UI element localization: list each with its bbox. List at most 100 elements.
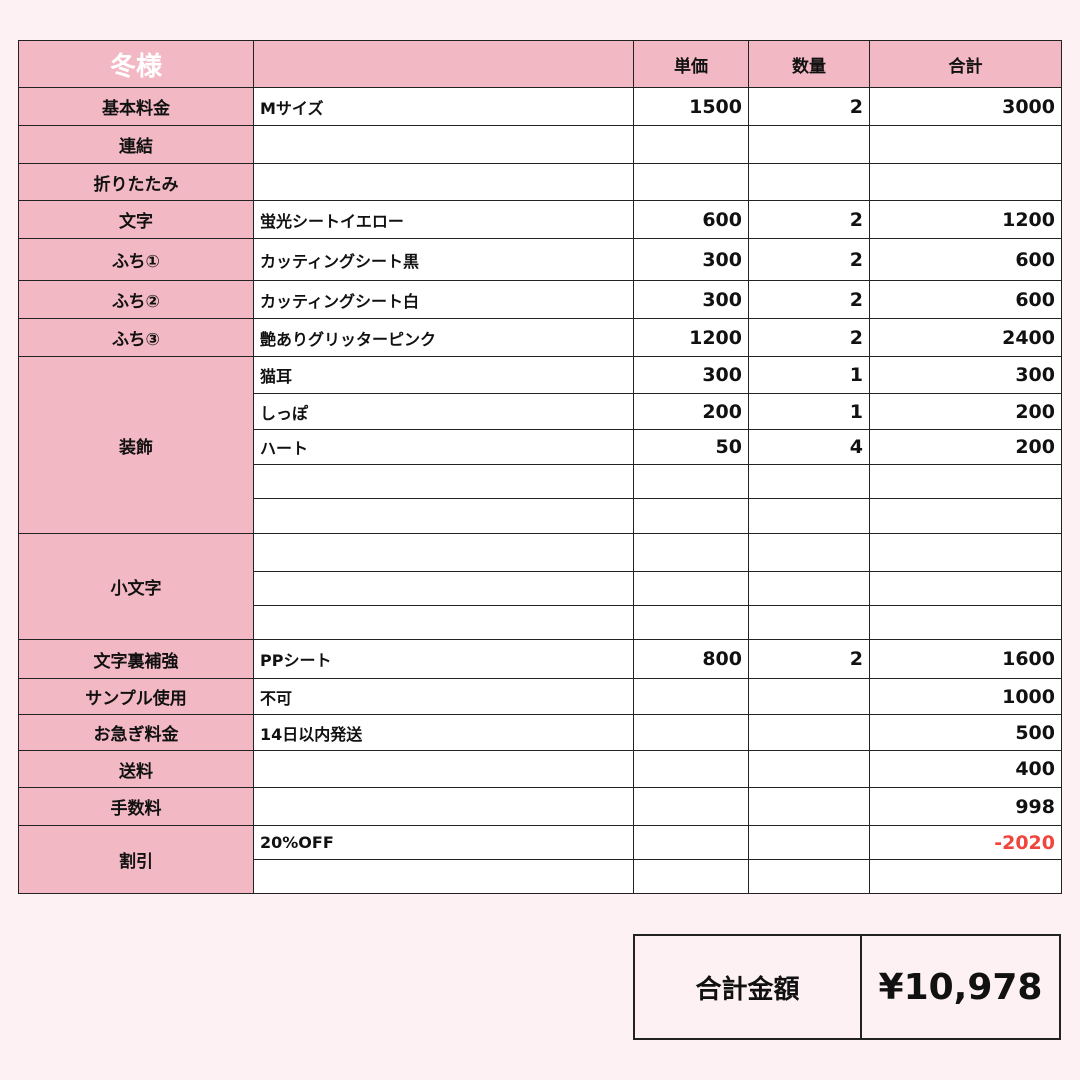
unit-price [633,464,749,499]
item-name: PPシート [253,639,634,679]
table-row [19,464,1062,499]
unit-price: 300 [633,356,749,394]
line-total: 1000 [869,678,1062,715]
row-label: 文字裏補強 [18,639,254,679]
quantity: 4 [748,429,870,465]
item-name [253,571,634,606]
line-total [869,571,1062,606]
header-unit-price: 単価 [633,40,749,88]
line-total: 1600 [869,639,1062,679]
unit-price [633,571,749,606]
row-label: サンプル使用 [18,678,254,715]
table-row: 送料 400 [18,750,1062,788]
item-name: 猫耳 [253,356,634,394]
unit-price [633,533,749,572]
line-total: 1200 [869,200,1062,239]
table-row: 折りたたみ [18,163,1062,201]
header-total: 合計 [869,40,1062,88]
unit-price: 200 [633,393,749,430]
table-row: お急ぎ料金 14日以内発送 500 [18,714,1062,751]
unit-price [633,859,749,894]
unit-price: 800 [633,639,749,679]
table-row: ふち② カッティングシート白 300 2 600 [18,280,1062,319]
table-row: 手数料 998 [18,787,1062,826]
quantity [748,533,870,572]
line-total: 998 [869,787,1062,826]
table-row: ふち③ 艶ありグリッターピンク 1200 2 2400 [18,318,1062,357]
table-row [19,571,1062,606]
quantity [748,787,870,826]
line-total [869,498,1062,534]
row-label: 手数料 [18,787,254,826]
line-total: 2400 [869,318,1062,357]
row-label: 送料 [18,750,254,788]
row-label: 装飾 [18,356,254,534]
row-label: 小文字 [18,533,254,640]
item-name: 14日以内発送 [253,714,634,751]
item-name [253,605,634,640]
line-total [869,533,1062,572]
item-name: カッティングシート白 [253,280,634,319]
unit-price [633,605,749,640]
line-total: 400 [869,750,1062,788]
header-row: 冬様 単価 数量 合計 [18,40,1062,88]
table-row: 連結 [18,125,1062,164]
line-total: 300 [869,356,1062,394]
grand-total-value: ¥10,978 [860,934,1061,1040]
table-row: サンプル使用 不可 1000 [18,678,1062,715]
unit-price [633,163,749,201]
row-label: 基本料金 [18,87,254,126]
customer-name: 冬様 [18,40,254,88]
quantity [748,714,870,751]
quantity [748,825,870,860]
item-name [253,464,634,499]
unit-price: 300 [633,238,749,281]
table-row [19,498,1062,534]
unit-price: 1500 [633,87,749,126]
row-label: 連結 [18,125,254,164]
line-total: 3000 [869,87,1062,126]
quantity: 1 [748,356,870,394]
item-name [253,859,634,894]
item-name: Mサイズ [253,87,634,126]
unit-price: 600 [633,200,749,239]
item-name: 20%OFF [253,825,634,860]
table-row: 割引 20%OFF -2020 [18,825,1062,894]
quantity: 2 [748,238,870,281]
table-row: 文字 蛍光シートイエロー 600 2 1200 [18,200,1062,239]
quantity [748,678,870,715]
row-label: ふち① [18,238,254,281]
table-row: ハート 50 4 200 [19,429,1062,465]
item-name: 艶ありグリッターピンク [253,318,634,357]
unit-price [633,825,749,860]
item-name [253,163,634,201]
row-label: 文字 [18,200,254,239]
line-total [869,859,1062,894]
item-name: 蛍光シートイエロー [253,200,634,239]
table-row: ふち① カッティングシート黒 300 2 600 [18,238,1062,281]
unit-price [633,678,749,715]
line-total: 500 [869,714,1062,751]
line-total: 200 [869,429,1062,465]
item-name: カッティングシート黒 [253,238,634,281]
line-total [869,464,1062,499]
unit-price: 300 [633,280,749,319]
table-row: 装飾 猫耳 300 1 300 [18,356,1062,534]
price-table: 冬様 単価 数量 合計 基本料金 Mサイズ 1500 2 3000 連結 折りたたみ 文字 蛍光… [18,40,1062,894]
item-name [253,533,634,572]
table-row [19,859,1062,894]
line-total: -2020 [869,825,1062,860]
unit-price [633,750,749,788]
line-total [869,163,1062,201]
unit-price [633,498,749,534]
line-total [869,125,1062,164]
grand-total-label: 合計金額 [633,934,862,1040]
quantity: 2 [748,280,870,319]
unit-price [633,714,749,751]
quantity: 2 [748,318,870,357]
table-row: しっぽ 200 1 200 [19,393,1062,430]
unit-price [633,787,749,826]
table-row: 文字裏補強 PPシート 800 2 1600 [18,639,1062,679]
quantity: 1 [748,393,870,430]
quantity [748,163,870,201]
